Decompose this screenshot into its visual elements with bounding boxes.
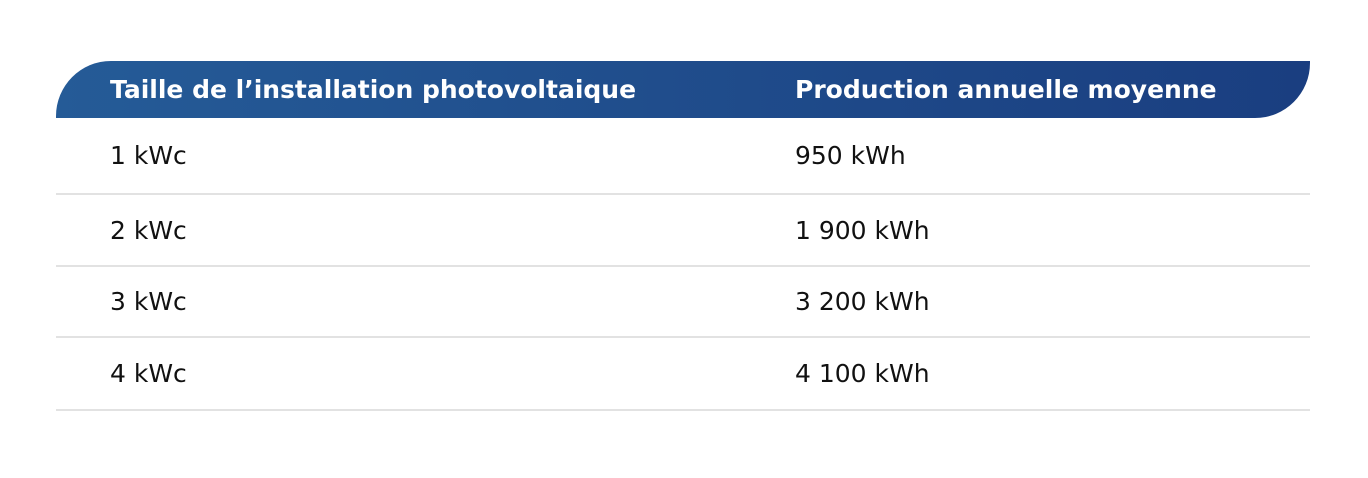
header-production: Production annuelle moyenne: [795, 75, 1217, 104]
cell-production: 950 kWh: [795, 141, 906, 170]
cell-size: 3 kWc: [110, 287, 187, 316]
cell-production: 4 100 kWh: [795, 359, 930, 388]
cell-size: 1 kWc: [110, 141, 187, 170]
production-table: Taille de l’installation photovoltaique …: [56, 61, 1310, 411]
cell-size: 2 kWc: [110, 215, 187, 245]
header-size: Taille de l’installation photovoltaique: [110, 75, 637, 104]
table-row: 2 kWc 1 900 kWh: [56, 195, 1310, 267]
table-row: 3 kWc 3 200 kWh: [56, 267, 1310, 338]
cell-size: 4 kWc: [110, 359, 187, 388]
table-header: Taille de l’installation photovoltaique …: [56, 61, 1310, 118]
table-row: 1 kWc 950 kWh: [56, 118, 1310, 195]
cell-production: 3 200 kWh: [795, 287, 930, 316]
cell-production: 1 900 kWh: [795, 215, 930, 245]
table-row: 4 kWc 4 100 kWh: [56, 338, 1310, 411]
